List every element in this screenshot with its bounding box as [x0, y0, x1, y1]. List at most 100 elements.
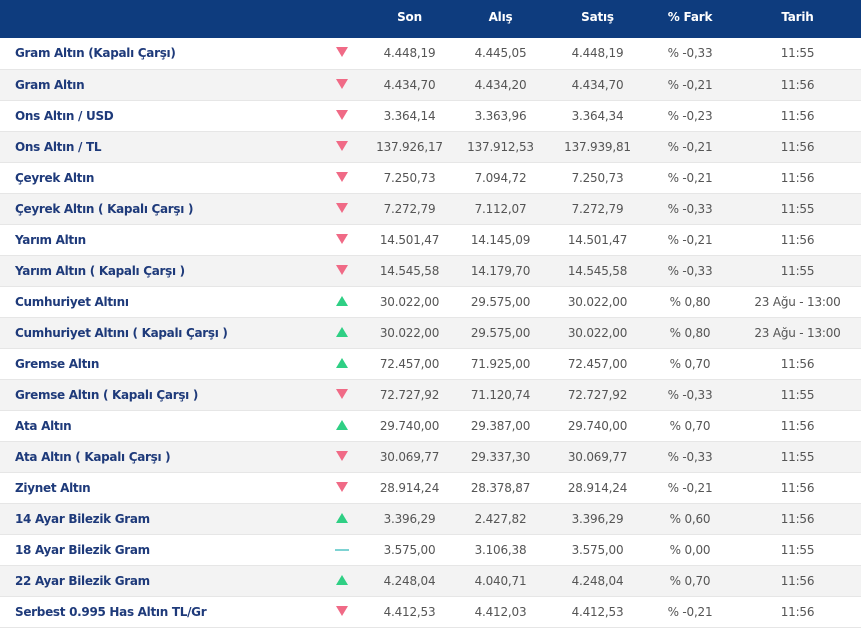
row-satis: 4.412,53	[549, 596, 646, 628]
header-name	[0, 0, 317, 38]
row-name-link[interactable]: Serbest 0.995 Has Altın TL/Gr	[0, 596, 317, 628]
table-row[interactable]: Yarım Altın 14.501,47 14.145,09 14.501,47% …	[0, 224, 861, 256]
row-tarih: 11:56	[734, 69, 861, 101]
row-tarih: 11:56	[734, 162, 861, 194]
row-alis: 29.387,00	[452, 410, 549, 442]
table-row[interactable]: Cumhuriyet Altını ( Kapalı Çarşı ) 30.022…	[0, 317, 861, 349]
row-satis: 30.022,00	[549, 286, 646, 318]
row-name-link[interactable]: Ons Altın / USD	[0, 100, 317, 132]
arrow-down-icon	[336, 140, 348, 151]
row-name-link[interactable]: Ons Altın / TL	[0, 131, 317, 163]
row-alis: 137.912,53	[452, 131, 549, 163]
row-fark: % -0,21	[646, 596, 734, 628]
table-row[interactable]: Gremse Altın ( Kapalı Çarşı ) 72.727,92 71…	[0, 379, 861, 411]
row-trend	[317, 38, 367, 70]
row-trend	[317, 441, 367, 473]
row-tarih: 11:56	[734, 348, 861, 380]
table-body: Gram Altın (Kapalı Çarşı) 4.448,19 4.445,0…	[0, 38, 861, 628]
row-fark: % 0,00	[646, 534, 734, 566]
flat-dash-icon	[335, 549, 349, 551]
row-name-link[interactable]: Ata Altın ( Kapalı Çarşı )	[0, 441, 317, 473]
row-fark: % -0,21	[646, 162, 734, 194]
row-trend	[317, 410, 367, 442]
table-row[interactable]: 18 Ayar Bilezik Gram 3.575,00 3.106,38 3.57…	[0, 534, 861, 566]
table-row[interactable]: Serbest 0.995 Has Altın TL/Gr 4.412,53 4.4…	[0, 596, 861, 628]
arrow-down-icon	[336, 481, 348, 492]
row-trend	[317, 162, 367, 194]
row-satis: 30.069,77	[549, 441, 646, 473]
row-alis: 4.445,05	[452, 38, 549, 70]
row-name-link[interactable]: Çeyrek Altın	[0, 162, 317, 194]
row-fark: % -0,21	[646, 224, 734, 256]
row-name-link[interactable]: 14 Ayar Bilezik Gram	[0, 503, 317, 535]
row-name-link[interactable]: 18 Ayar Bilezik Gram	[0, 534, 317, 566]
row-alis: 7.094,72	[452, 162, 549, 194]
arrow-down-icon	[336, 202, 348, 213]
arrow-up-icon	[336, 512, 348, 523]
row-trend	[317, 348, 367, 380]
row-trend	[317, 534, 367, 566]
row-satis: 72.727,92	[549, 379, 646, 411]
arrow-down-icon	[336, 450, 348, 461]
table-row[interactable]: Gram Altın 4.434,70 4.434,20 4.434,70% -0,2…	[0, 69, 861, 101]
table-row[interactable]: Ziynet Altın 28.914,24 28.378,87 28.914,24%…	[0, 472, 861, 504]
table-row[interactable]: Cumhuriyet Altını 30.022,00 29.575,00 30.02…	[0, 286, 861, 318]
row-son: 4.448,19	[367, 38, 452, 70]
row-son: 30.069,77	[367, 441, 452, 473]
row-tarih: 11:56	[734, 596, 861, 628]
header-fark: % Fark	[667, 10, 713, 24]
table-row[interactable]: Gremse Altın 72.457,00 71.925,00 72.457,00%…	[0, 348, 861, 380]
row-name-link[interactable]: Cumhuriyet Altını	[0, 286, 317, 318]
table-header: Son Alış Satış % Fark Tarih	[0, 0, 861, 38]
table-row[interactable]: Ons Altın / USD 3.364,14 3.363,96 3.364,34%…	[0, 100, 861, 132]
header-satis: Satış	[581, 10, 614, 24]
table-row[interactable]: Ata Altın 29.740,00 29.387,00 29.740,00% 0,…	[0, 410, 861, 442]
row-alis: 29.575,00	[452, 317, 549, 349]
table-row[interactable]: 22 Ayar Bilezik Gram 4.248,04 4.040,71 4.24…	[0, 565, 861, 597]
row-name-link[interactable]: Yarım Altın ( Kapalı Çarşı )	[0, 255, 317, 287]
row-name-link[interactable]: Ata Altın	[0, 410, 317, 442]
row-name-link[interactable]: Gram Altın	[0, 69, 317, 101]
row-satis: 7.250,73	[549, 162, 646, 194]
table-row[interactable]: 14 Ayar Bilezik Gram 3.396,29 2.427,82 3.39…	[0, 503, 861, 535]
row-name-link[interactable]: 22 Ayar Bilezik Gram	[0, 565, 317, 597]
row-fark: % -0,33	[646, 193, 734, 225]
table-row[interactable]: Yarım Altın ( Kapalı Çarşı ) 14.545,58 14.…	[0, 255, 861, 287]
row-fark: % 0,70	[646, 348, 734, 380]
table-row[interactable]: Ons Altın / TL 137.926,17 137.912,53 137.93…	[0, 131, 861, 163]
row-fark: % 0,70	[646, 565, 734, 597]
row-tarih: 11:55	[734, 38, 861, 70]
arrow-up-icon	[336, 419, 348, 430]
row-name-link[interactable]: Çeyrek Altın ( Kapalı Çarşı )	[0, 193, 317, 225]
arrow-down-icon	[336, 78, 348, 89]
row-satis: 7.272,79	[549, 193, 646, 225]
row-son: 30.022,00	[367, 317, 452, 349]
arrow-down-icon	[336, 233, 348, 244]
row-trend	[317, 472, 367, 504]
row-name-link[interactable]: Ziynet Altın	[0, 472, 317, 504]
row-son: 14.501,47	[367, 224, 452, 256]
row-name-link[interactable]: Gremse Altın ( Kapalı Çarşı )	[0, 379, 317, 411]
arrow-up-icon	[336, 574, 348, 585]
row-satis: 72.457,00	[549, 348, 646, 380]
row-son: 72.727,92	[367, 379, 452, 411]
row-son: 30.022,00	[367, 286, 452, 318]
row-satis: 30.022,00	[549, 317, 646, 349]
row-satis: 29.740,00	[549, 410, 646, 442]
table-row[interactable]: Çeyrek Altın ( Kapalı Çarşı ) 7.272,79 7.1…	[0, 193, 861, 225]
row-son: 28.914,24	[367, 472, 452, 504]
row-fark: % 0,80	[646, 317, 734, 349]
row-name-link[interactable]: Gram Altın (Kapalı Çarşı)	[0, 38, 317, 70]
row-tarih: 11:55	[734, 255, 861, 287]
row-name-link[interactable]: Cumhuriyet Altını ( Kapalı Çarşı )	[0, 317, 317, 349]
row-son: 72.457,00	[367, 348, 452, 380]
row-alis: 29.337,30	[452, 441, 549, 473]
table-row[interactable]: Çeyrek Altın 7.250,73 7.094,72 7.250,73% -0…	[0, 162, 861, 194]
row-name-link[interactable]: Gremse Altın	[0, 348, 317, 380]
row-fark: % -0,33	[646, 379, 734, 411]
row-satis: 14.501,47	[549, 224, 646, 256]
table-row[interactable]: Gram Altın (Kapalı Çarşı) 4.448,19 4.445,0…	[0, 38, 861, 70]
row-trend	[317, 224, 367, 256]
table-row[interactable]: Ata Altın ( Kapalı Çarşı ) 30.069,77 29.33…	[0, 441, 861, 473]
row-name-link[interactable]: Yarım Altın	[0, 224, 317, 256]
